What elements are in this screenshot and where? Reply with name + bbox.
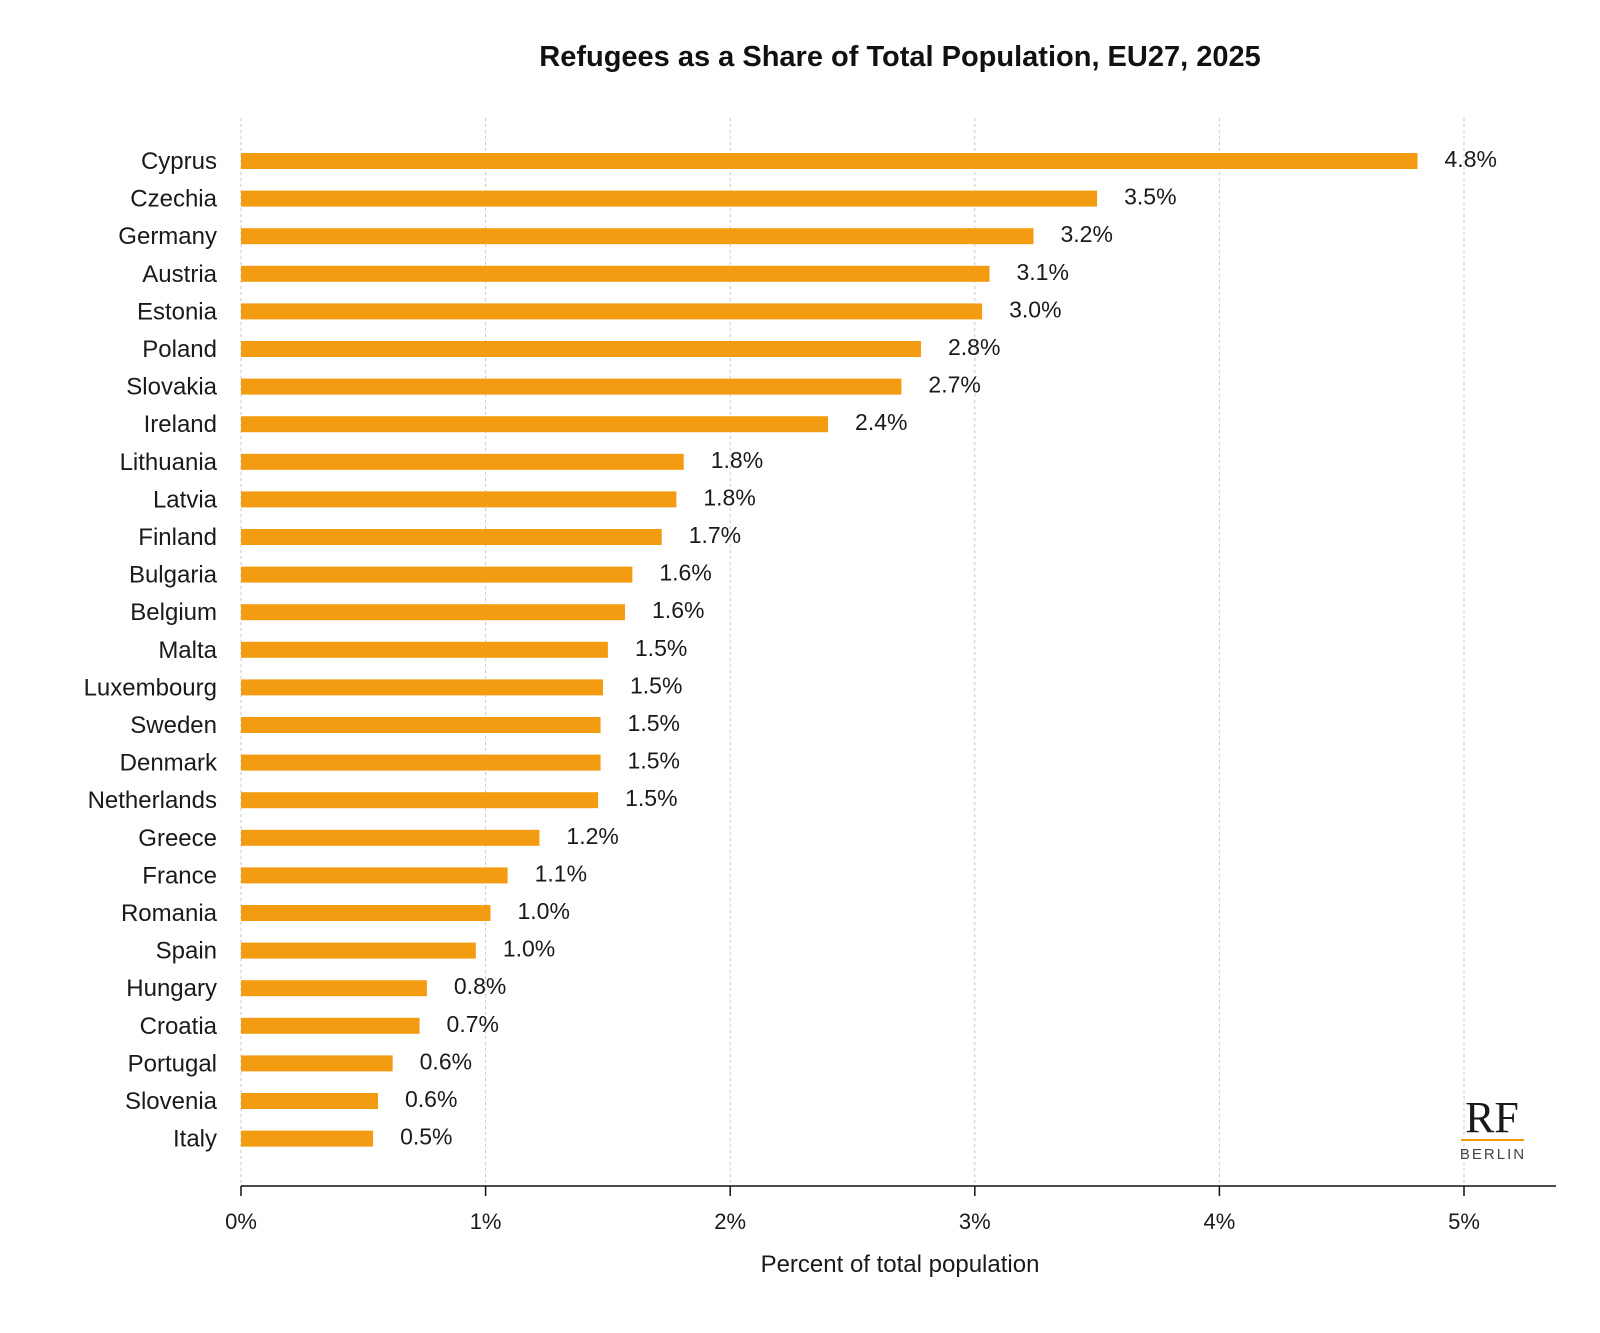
bar-czechia	[241, 190, 1098, 207]
x-axis-ticks: 0% 1% 2% 3% 4% 5%	[225, 1186, 1480, 1234]
value-label: 1.6%	[652, 597, 704, 623]
value-label: 2.8%	[948, 334, 1000, 360]
value-label: 1.5%	[625, 785, 677, 811]
category-label: Luxembourg	[84, 674, 217, 701]
bar-luxembourg	[241, 679, 604, 696]
category-label: Poland	[142, 336, 217, 363]
x-tick-label: 4%	[1204, 1209, 1236, 1234]
bar-spain	[241, 942, 476, 959]
bar-estonia	[241, 303, 983, 320]
value-label: 0.6%	[420, 1048, 472, 1074]
category-label: Lithuania	[120, 449, 218, 476]
category-label: Spain	[156, 938, 217, 965]
category-label: Bulgaria	[129, 562, 218, 589]
x-tick-label: 1%	[470, 1209, 502, 1234]
category-label: Hungary	[126, 975, 217, 1002]
value-label: 1.7%	[689, 522, 741, 548]
bar-hungary	[241, 980, 427, 997]
category-label: Sweden	[130, 712, 217, 739]
category-label: Slovakia	[126, 374, 217, 401]
bar-sweden	[241, 717, 601, 733]
category-label: Austria	[142, 261, 217, 288]
x-axis-title: Percent of total population	[761, 1251, 1040, 1278]
value-label: 0.6%	[405, 1086, 457, 1112]
bar-belgium	[241, 604, 626, 621]
bar-ireland	[241, 416, 829, 433]
x-tick-label: 3%	[959, 1209, 991, 1234]
category-label: Italy	[173, 1126, 217, 1153]
category-label: Portugal	[128, 1050, 217, 1077]
category-label: Latvia	[153, 486, 218, 513]
x-tick-label: 2%	[714, 1209, 746, 1234]
category-label: Slovenia	[125, 1088, 218, 1115]
value-label: 1.1%	[535, 860, 587, 886]
bar-netherlands	[241, 792, 599, 809]
bars	[241, 153, 1418, 1147]
value-label: 3.0%	[1009, 296, 1061, 322]
bar-germany	[241, 228, 1034, 245]
category-label: Czechia	[130, 186, 217, 213]
value-label: 3.5%	[1124, 184, 1176, 210]
value-label: 0.7%	[447, 1011, 499, 1037]
x-tick-label: 5%	[1448, 1209, 1480, 1234]
bar-romania	[241, 905, 491, 921]
bar-greece	[241, 829, 540, 846]
value-label: 1.2%	[566, 823, 618, 849]
value-label: 3.2%	[1061, 221, 1113, 247]
bar-slovenia	[241, 1093, 378, 1109]
value-label: 1.8%	[711, 447, 763, 473]
category-label: Finland	[138, 524, 217, 551]
category-label: Malta	[158, 637, 217, 664]
bar-finland	[241, 529, 662, 545]
rf-berlin-logo: RF BERLIN	[1460, 1093, 1526, 1163]
category-label: Cyprus	[141, 148, 217, 175]
logo-mark: RF	[1465, 1093, 1519, 1142]
value-label: 4.8%	[1445, 146, 1497, 172]
bar-portugal	[241, 1055, 393, 1072]
x-tick-label: 0%	[225, 1209, 257, 1234]
value-label: 1.5%	[628, 710, 680, 736]
category-label: Romania	[121, 900, 218, 927]
bar-bulgaria	[241, 566, 633, 583]
value-label: 2.4%	[855, 409, 907, 435]
category-label: Germany	[118, 223, 217, 250]
value-label: 1.6%	[659, 560, 711, 586]
value-label: 1.8%	[703, 484, 755, 510]
bar-cyprus	[241, 153, 1418, 169]
bar-lithuania	[241, 453, 684, 470]
category-label: Ireland	[144, 411, 217, 438]
value-label: 0.8%	[454, 973, 506, 999]
bar-malta	[241, 641, 608, 658]
value-labels: 4.8% 3.5% 3.2% 3.1% 3.0% 2.8% 2.7% 2.4% 1.8% 1.8%…	[400, 146, 1497, 1150]
category-labels: Cyprus Czechia Germany Austria Estonia Poland…	[84, 148, 218, 1153]
category-label: Croatia	[140, 1013, 218, 1040]
category-label: Estonia	[137, 298, 218, 325]
category-label: Greece	[138, 825, 217, 852]
value-label: 1.0%	[503, 936, 555, 962]
value-label: 2.7%	[928, 372, 980, 398]
bar-italy	[241, 1130, 374, 1147]
bar-slovakia	[241, 378, 902, 395]
logo-subtitle: BERLIN	[1460, 1146, 1526, 1163]
value-label: 0.5%	[400, 1124, 452, 1150]
bar-austria	[241, 265, 990, 282]
value-label: 1.5%	[628, 748, 680, 774]
category-label: Denmark	[120, 750, 218, 777]
bar-croatia	[241, 1017, 420, 1034]
value-label: 1.5%	[635, 635, 687, 661]
category-label: Netherlands	[88, 787, 217, 814]
value-label: 1.0%	[517, 898, 569, 924]
bar-poland	[241, 341, 921, 357]
value-label: 1.5%	[630, 672, 682, 698]
value-label: 3.1%	[1016, 259, 1068, 285]
bar-france	[241, 867, 508, 884]
bar-denmark	[241, 754, 601, 771]
bar-latvia	[241, 491, 677, 508]
chart-title: Refugees as a Share of Total Population,…	[539, 41, 1260, 73]
category-label: France	[142, 862, 217, 889]
category-label: Belgium	[130, 599, 217, 626]
